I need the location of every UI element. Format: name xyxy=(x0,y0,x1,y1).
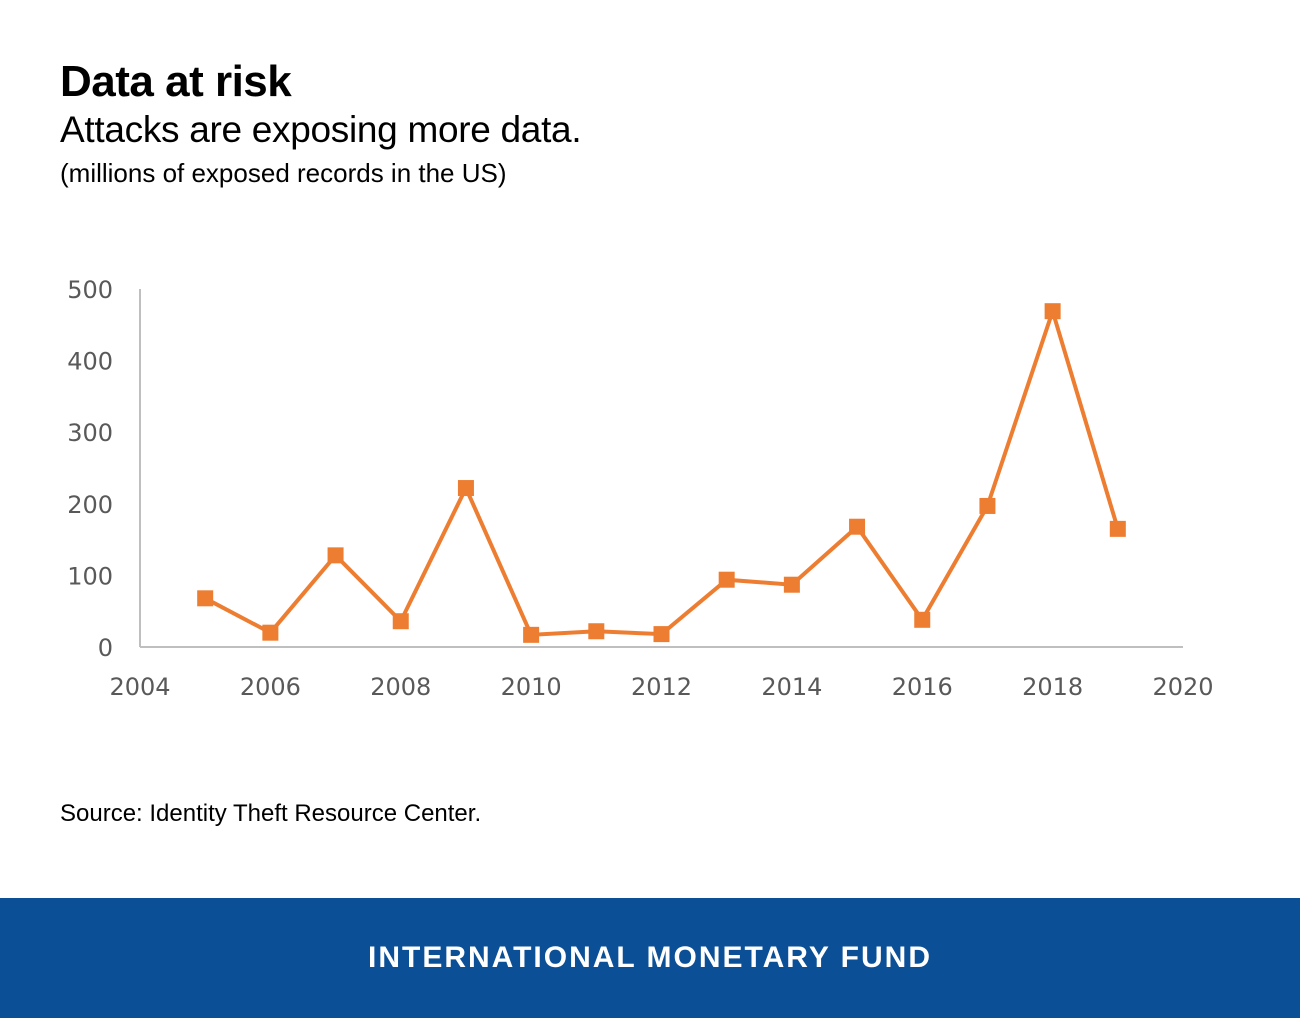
y-tick-label: 500 xyxy=(67,276,113,304)
x-tick-label: 2012 xyxy=(631,673,692,701)
data-point-marker xyxy=(914,611,931,628)
data-point-marker xyxy=(979,497,996,514)
data-point-marker xyxy=(718,571,735,588)
x-tick-labels: 2004 2006 2008 2010 2012 2014 2016 2018 2020 xyxy=(109,673,1213,701)
y-tick-label: 400 xyxy=(67,348,113,376)
data-point-marker xyxy=(783,576,800,593)
x-tick-label: 2010 xyxy=(501,673,562,701)
imf-logo-text: INTERNATIONAL MONETARY FUND xyxy=(368,941,932,974)
x-tick-label: 2014 xyxy=(761,673,822,701)
x-tick-label: 2020 xyxy=(1152,673,1213,701)
y-tick-labels: 0 100 200 300 400 500 xyxy=(67,276,113,662)
x-tick-label: 2016 xyxy=(892,673,953,701)
unit-note: (millions of exposed records in the US) xyxy=(60,158,507,188)
data-point-marker xyxy=(197,590,214,607)
y-tick-label: 300 xyxy=(67,419,113,447)
data-point-marker xyxy=(1044,303,1061,320)
y-tick-label: 200 xyxy=(67,491,113,519)
data-point-marker xyxy=(262,624,279,641)
x-tick-label: 2006 xyxy=(240,673,301,701)
data-point-marker xyxy=(457,480,474,497)
data-point-marker xyxy=(327,547,344,564)
axes xyxy=(139,289,1183,648)
data-point-marker xyxy=(588,623,605,640)
data-point-marker xyxy=(653,626,670,643)
chart-title: Data at risk xyxy=(60,57,292,106)
y-tick-label: 100 xyxy=(67,562,113,590)
series-line xyxy=(204,304,1120,637)
data-point-marker xyxy=(1109,520,1126,537)
data-point-marker xyxy=(392,613,409,630)
x-tick-label: 2004 xyxy=(109,673,170,701)
source-note: Source: Identity Theft Resource Center. xyxy=(60,800,482,827)
footer-banner: INTERNATIONAL MONETARY FUND xyxy=(0,898,1300,1018)
y-tick-label: 0 xyxy=(98,634,113,662)
x-tick-label: 2008 xyxy=(370,673,431,701)
chart-subtitle: Attacks are exposing more data. xyxy=(60,109,582,150)
series xyxy=(197,303,1126,643)
line-chart: 0 100 200 300 400 500 2004 2006 2008 2010 2012 201… xyxy=(67,276,1213,701)
data-point-marker xyxy=(523,626,540,643)
data-point-marker xyxy=(849,518,866,535)
x-tick-label: 2018 xyxy=(1022,673,1083,701)
